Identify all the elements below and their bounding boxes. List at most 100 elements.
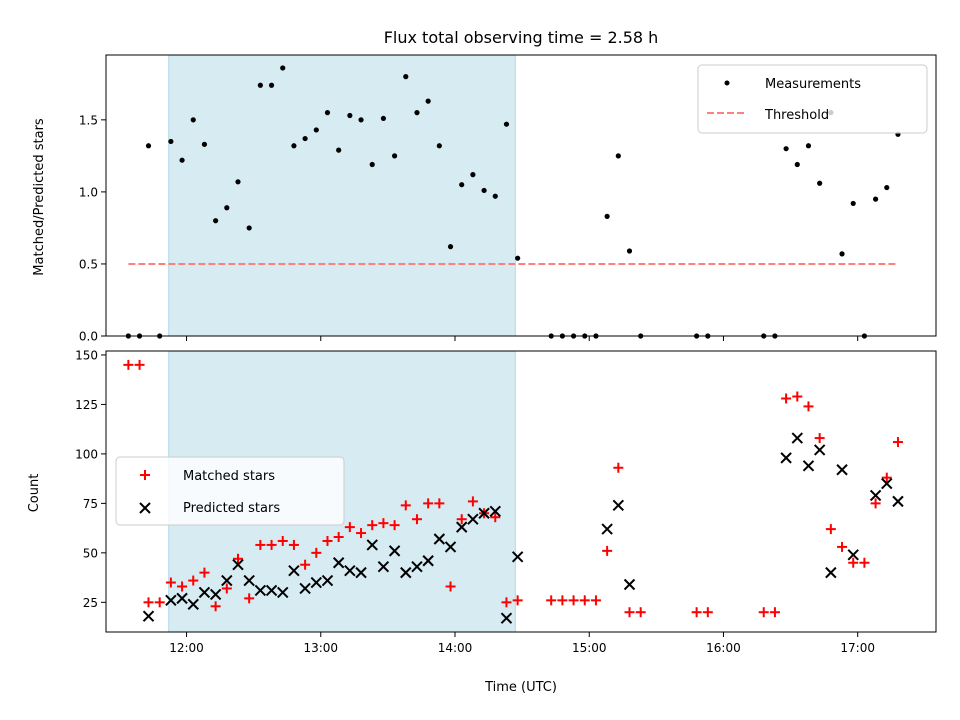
measurement-point bbox=[201, 141, 208, 147]
predicted-star-point bbox=[254, 584, 267, 597]
predicted-star-point bbox=[366, 539, 378, 551]
measurement-point bbox=[257, 82, 263, 88]
matched-star-point bbox=[411, 514, 422, 525]
legend-measurements-label: Measurements bbox=[765, 77, 861, 92]
predicted-star-point bbox=[411, 560, 423, 573]
matched-star-point bbox=[769, 607, 780, 618]
predicted-star-point bbox=[277, 586, 289, 599]
legend-bottom: Matched stars Predicted stars bbox=[115, 456, 345, 526]
matched-star-point bbox=[467, 496, 478, 507]
measurement-point bbox=[179, 157, 185, 163]
predicted-star-point bbox=[791, 432, 804, 444]
predicted-star-point bbox=[187, 598, 199, 611]
measurement-point bbox=[403, 74, 409, 80]
predicted-star-point bbox=[489, 505, 501, 517]
predicted-star-point bbox=[511, 551, 524, 563]
predicted-star-point bbox=[500, 612, 513, 624]
matched-star-point bbox=[311, 547, 322, 558]
matched-star-point bbox=[154, 597, 165, 608]
y-tick-label: 150 bbox=[75, 348, 98, 362]
predicted-star-point bbox=[456, 521, 468, 533]
measurement-point bbox=[224, 205, 230, 211]
measurement-point bbox=[347, 112, 353, 119]
axis-ticks: 0.0 0.5 1.0 1.5 25 50 75 100 125 150 12:00 13:00 14:… bbox=[75, 113, 875, 655]
y-tick-label: 1.0 bbox=[79, 185, 98, 199]
matched-star-point bbox=[445, 581, 456, 592]
matched-star-point bbox=[210, 601, 221, 612]
predicted-star-point bbox=[836, 464, 848, 476]
matched-star-point bbox=[300, 559, 311, 570]
legend-threshold-label: Threshold bbox=[764, 108, 829, 123]
predicted-star-point bbox=[422, 555, 434, 567]
matched-star-point bbox=[803, 401, 814, 412]
matched-star-point bbox=[244, 593, 255, 604]
measurement-point bbox=[872, 196, 879, 202]
matched-star-point bbox=[490, 512, 501, 523]
matched-star-point bbox=[123, 359, 134, 370]
measurement-point bbox=[615, 153, 621, 159]
matched-star-point bbox=[702, 607, 713, 618]
predicted-star-point bbox=[243, 574, 255, 587]
matched-star-point bbox=[635, 607, 646, 618]
matched-star-point bbox=[277, 535, 288, 546]
matched-star-point bbox=[134, 359, 145, 370]
predicted-star-point bbox=[813, 444, 826, 456]
predicted-star-point bbox=[198, 586, 211, 599]
predicted-star-point bbox=[142, 610, 155, 622]
measurement-point bbox=[168, 138, 174, 145]
measurement-point bbox=[492, 193, 498, 199]
matched-star-point bbox=[825, 524, 836, 535]
matched-star-point bbox=[602, 545, 613, 556]
x-tick-label: 16:00 bbox=[706, 641, 741, 655]
measurement-point bbox=[805, 143, 812, 149]
matched-star-point bbox=[232, 553, 243, 564]
measurement-point bbox=[145, 143, 152, 149]
measurement-point bbox=[268, 82, 275, 88]
matched-star-point bbox=[389, 520, 400, 531]
matched-star-point bbox=[792, 391, 803, 402]
measurement-point bbox=[358, 117, 364, 123]
matched-star-point bbox=[344, 522, 355, 533]
y-tick-label: 25 bbox=[83, 596, 98, 610]
axes-frames bbox=[105, 54, 937, 633]
measurement-point bbox=[190, 117, 196, 123]
measurement-point bbox=[515, 255, 521, 261]
y-tick-label: 75 bbox=[83, 497, 98, 511]
top-y-axis-label: Matched/Predicted stars bbox=[32, 118, 47, 276]
matched-star-point bbox=[579, 595, 590, 606]
legend-matched-marker bbox=[140, 470, 150, 480]
predicted-star-point bbox=[478, 507, 490, 519]
matched-star-point bbox=[367, 520, 378, 531]
axes-frame-0 bbox=[105, 54, 937, 337]
matched-star-point bbox=[624, 607, 635, 618]
matched-star-point bbox=[781, 393, 792, 404]
matched-star-point bbox=[423, 498, 434, 509]
x-tick-label: 17:00 bbox=[840, 641, 875, 655]
predicted-star-point bbox=[265, 584, 278, 597]
predicted-star-point bbox=[321, 574, 334, 587]
measurement-point bbox=[324, 110, 331, 116]
matched-star-point bbox=[892, 437, 903, 448]
matched-star-point bbox=[546, 595, 557, 606]
observing-interval-shade-0 bbox=[168, 54, 516, 337]
measurement-point bbox=[313, 127, 319, 133]
measurement-point bbox=[783, 146, 789, 152]
predicted-star-point bbox=[444, 541, 457, 553]
measurement-point bbox=[604, 213, 610, 219]
predicted-star-point bbox=[601, 523, 613, 535]
predicted-star-point bbox=[232, 559, 244, 571]
legend-top-box bbox=[697, 64, 928, 134]
predicted-star-point bbox=[400, 566, 412, 579]
matched-star-point bbox=[188, 575, 199, 586]
predicted-star-point bbox=[612, 499, 625, 512]
predicted-star-point bbox=[176, 592, 188, 605]
measurement-point bbox=[336, 147, 342, 153]
predicted-star-point bbox=[869, 489, 882, 502]
x-tick-label: 13:00 bbox=[303, 641, 338, 655]
legend-predicted-marker bbox=[139, 502, 151, 514]
matched-star-point bbox=[568, 595, 579, 606]
matched-star-point bbox=[266, 539, 277, 550]
matched-star-point bbox=[870, 498, 881, 509]
measurement-point bbox=[302, 135, 308, 142]
y-tick-label: 0.5 bbox=[79, 257, 98, 271]
